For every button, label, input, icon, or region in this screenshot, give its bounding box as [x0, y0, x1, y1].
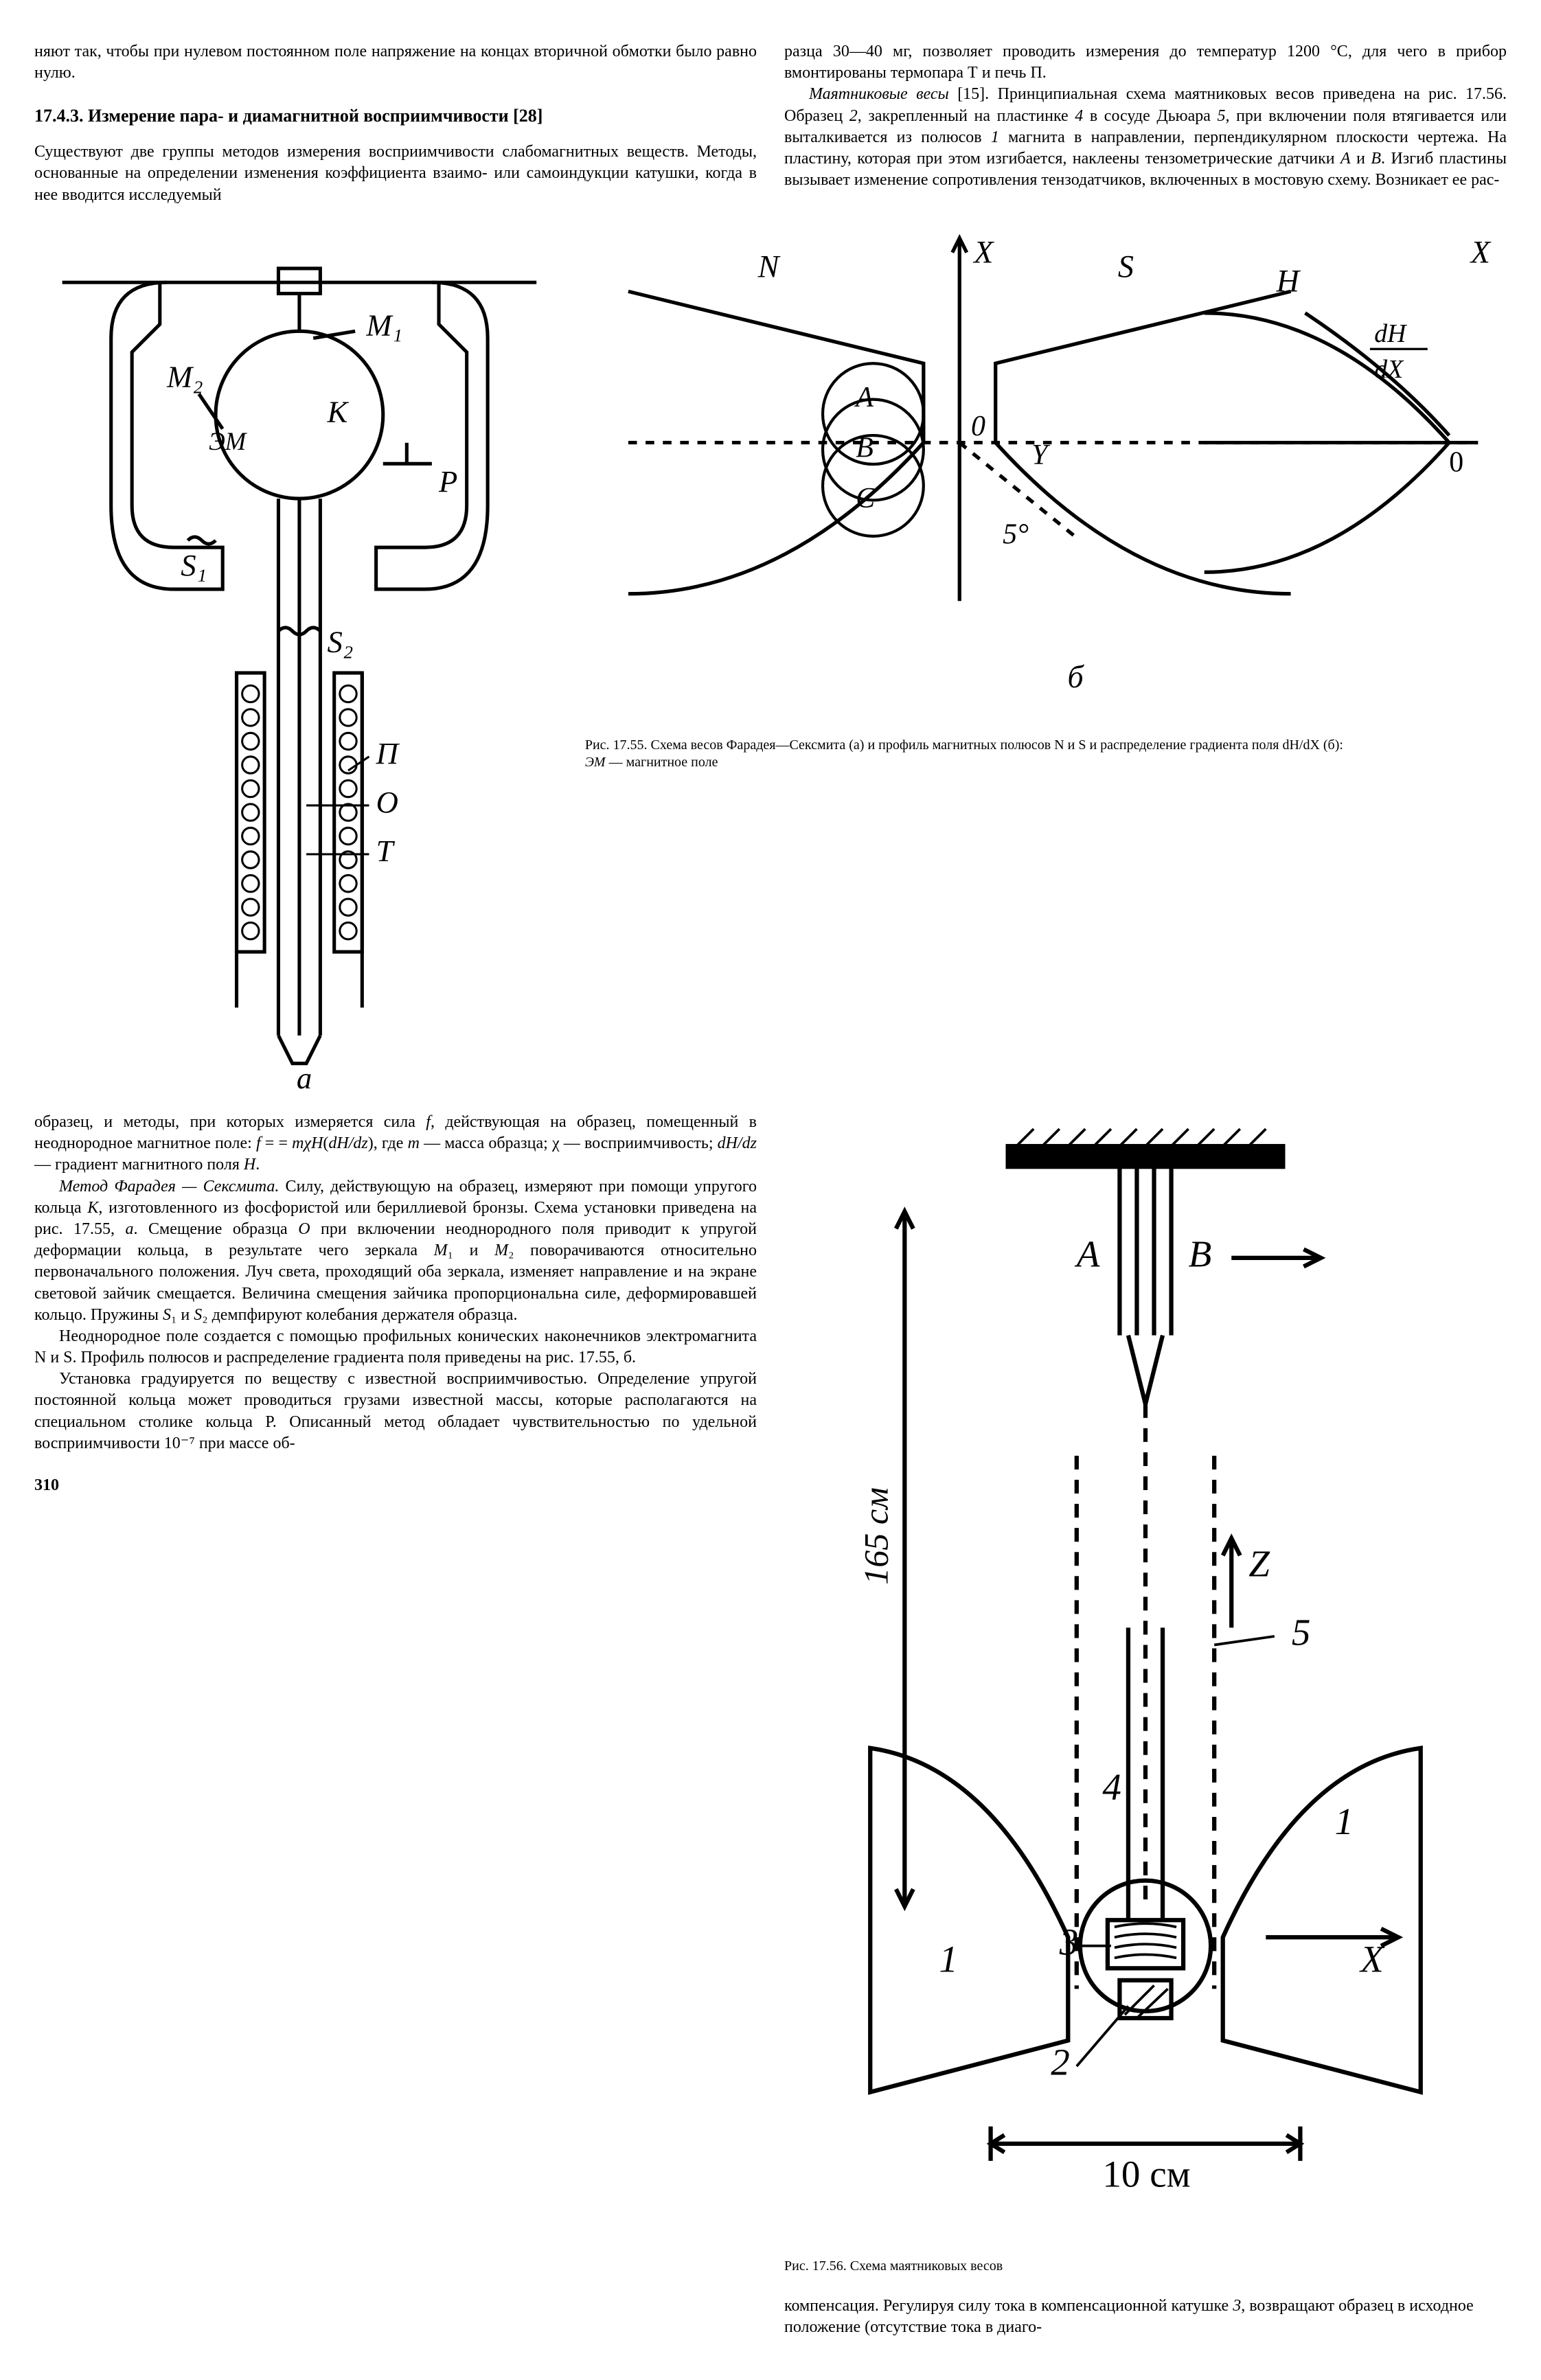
f56-4: 4	[1102, 1766, 1121, 1808]
top-right-p1: разца 30—40 мг, позволяет проводить изме…	[784, 41, 1507, 84]
f56-1l: 1	[939, 1938, 958, 1980]
label-A: А	[854, 382, 874, 413]
label-dH: dH	[1374, 319, 1407, 348]
label-M2: М₂	[166, 359, 203, 393]
caption-em: ЭМ	[585, 755, 606, 770]
top-left-p2: Существуют две группы методов измерения …	[34, 141, 757, 206]
f56-X: X	[1359, 1938, 1385, 1980]
label-B: В	[856, 432, 874, 464]
section-heading: 17.4.3. Измерение пара- и диамагнитной в…	[34, 104, 757, 128]
label-a: а	[297, 1061, 312, 1091]
label-P: Р	[438, 464, 457, 499]
mid-p4: Установка градуируется по веществу с изв…	[34, 1369, 757, 1454]
caption-text2: — магнитное поле	[609, 755, 718, 770]
label-X1: X	[972, 234, 994, 269]
f56-Z: Z	[1248, 1542, 1270, 1584]
label-T: Т	[376, 834, 396, 868]
label-C: С	[856, 483, 876, 514]
label-Pi: П	[376, 736, 400, 770]
mid-p3: Неоднородное поле создается с помощью пр…	[34, 1326, 757, 1369]
caption-text: Рис. 17.55. Схема весов Фарадея—Сексмита…	[585, 737, 1343, 753]
label-zero2: 0	[1449, 446, 1463, 478]
label-S1: S₁	[181, 548, 207, 582]
label-N: N	[757, 249, 780, 284]
bottom-right-p: компенсация. Регулируя силу тока в компе…	[784, 2296, 1507, 2338]
top-left-col: няют так, чтобы при нулевом постоянном п…	[34, 41, 757, 206]
fig-1755-caption: Рис. 17.55. Схема весов Фарадея—Сексмита…	[585, 737, 1507, 771]
label-H: Н	[1275, 263, 1301, 298]
lower-right-col: А В Z 5 4 1 1 3 2 X 10 см 165 см	[784, 1112, 1507, 2339]
top-right-p2: Маятниковые весы [15]. Принципиальная сх…	[784, 84, 1507, 191]
label-M1: М₁	[365, 308, 402, 342]
figure-1755b-and-caption: N S X X А В С 0 Y 5° Н dH dX 0 б	[585, 227, 1507, 771]
top-columns: няют так, чтобы при нулевом постоянном п…	[34, 41, 1507, 206]
pendulum-lead: Маятниковые весы	[809, 85, 949, 103]
label-zero: 0	[971, 411, 985, 442]
label-EM: ЭМ	[209, 427, 248, 455]
label-b: б	[1067, 659, 1084, 694]
label-X2: X	[1470, 234, 1492, 269]
f56-10cm: 10 см	[1102, 2153, 1190, 2195]
label-dX: dX	[1374, 355, 1404, 384]
label-K: К	[327, 394, 350, 428]
method-lead: Метод Фарадея — Сексмита.	[59, 1178, 279, 1195]
label-S2: S₂	[328, 624, 354, 659]
f56-B: В	[1189, 1233, 1212, 1274]
fig-1755b-svg: N S X X А В С 0 Y 5° Н dH dX 0 б	[585, 227, 1507, 716]
fig-1755a-svg: М₁ М₂ К ЭМ S₁ S₂ Р П О Т а	[34, 227, 564, 1091]
label-5deg: 5°	[1003, 518, 1029, 550]
mid-p1: образец, и методы, при которых измеряетс…	[34, 1112, 757, 1176]
label-S: S	[1118, 249, 1134, 284]
mid-p2: Метод Фарадея — Сексмита. Силу, действую…	[34, 1176, 757, 1326]
f56-2: 2	[1051, 2041, 1070, 2083]
page: няют так, чтобы при нулевом постоянном п…	[34, 41, 1507, 2339]
fig-1756-svg: А В Z 5 4 1 1 3 2 X 10 см 165 см	[784, 1112, 1507, 2247]
figure-1755-row: М₁ М₂ К ЭМ S₁ S₂ Р П О Т а	[34, 227, 1507, 1091]
label-O: О	[376, 785, 398, 819]
f56-3: 3	[1059, 1921, 1079, 1963]
lower-left-col: образец, и методы, при которых измеряетс…	[34, 1112, 757, 2339]
page-number: 310	[34, 1475, 757, 1496]
lower-section: образец, и методы, при которых измеряетс…	[34, 1112, 1507, 2339]
f56-A: А	[1074, 1233, 1100, 1274]
f56-1r: 1	[1335, 1800, 1354, 1842]
fig-1756-caption: Рис. 17.56. Схема маятниковых весов	[784, 2257, 1507, 2275]
top-left-p1: няют так, чтобы при нулевом постоянном п…	[34, 41, 757, 84]
figure-1755a: М₁ М₂ К ЭМ S₁ S₂ Р П О Т а	[34, 227, 564, 1091]
mid-p2-text: Силу, действующую на образец, измеряют п…	[34, 1178, 757, 1324]
f56-5: 5	[1292, 1612, 1311, 1654]
f56-165cm: 165 см	[856, 1487, 895, 1585]
top-right-col: разца 30—40 мг, позволяет проводить изме…	[784, 41, 1507, 206]
